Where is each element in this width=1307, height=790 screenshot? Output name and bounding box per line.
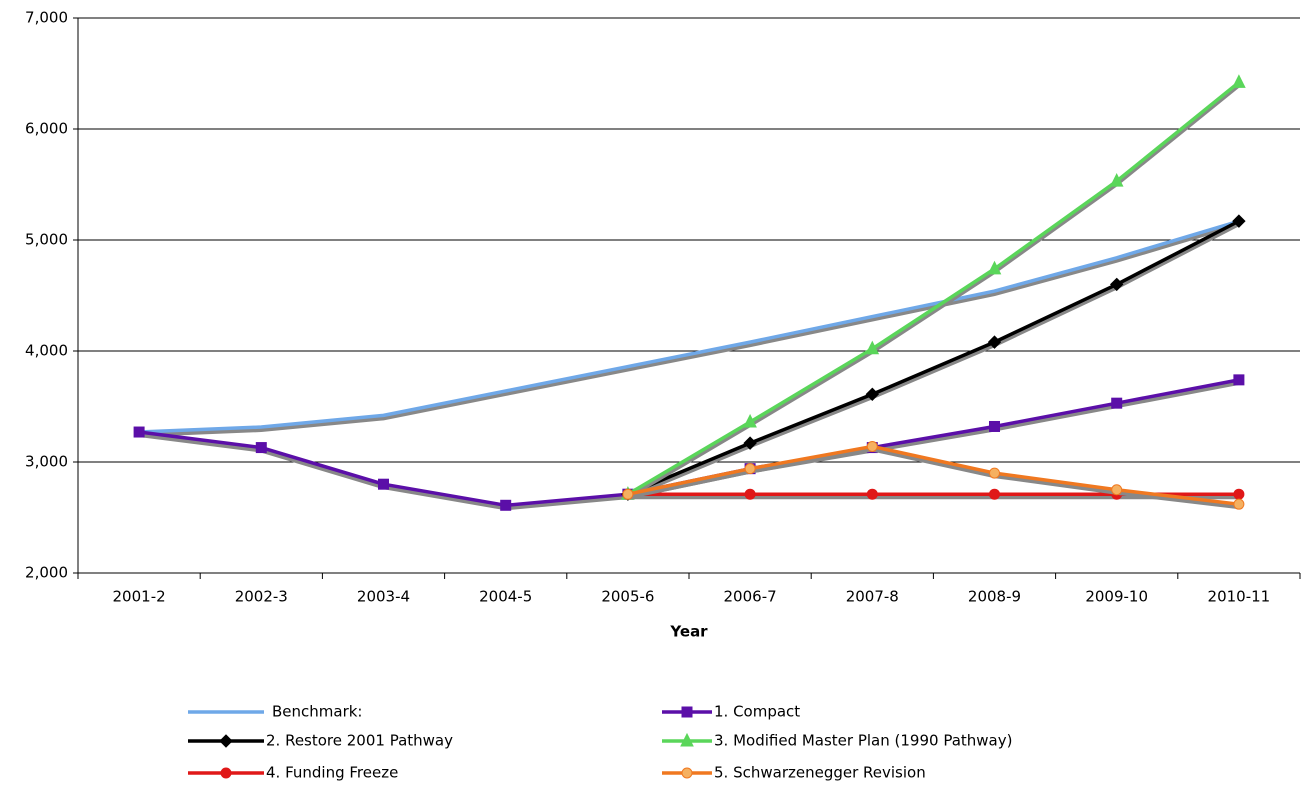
x-tick-label: 2007-8 xyxy=(846,588,899,606)
series-line xyxy=(627,219,1240,496)
line-shadow xyxy=(627,222,1240,500)
point xyxy=(743,436,757,450)
point xyxy=(866,440,878,452)
legend-marker xyxy=(220,767,232,779)
point xyxy=(1111,397,1123,409)
point xyxy=(1233,498,1245,510)
point xyxy=(1111,484,1123,496)
point xyxy=(989,488,1000,500)
point xyxy=(989,420,1000,432)
legend-marker xyxy=(219,734,233,748)
legend-label: 2. Restore 2001 Pathway xyxy=(266,732,453,750)
point xyxy=(866,488,878,500)
x-tick-label: 2004-5 xyxy=(479,588,532,606)
legend-label: 4. Funding Freeze xyxy=(266,764,398,782)
point xyxy=(987,260,1002,275)
point xyxy=(743,413,757,428)
point xyxy=(865,387,880,401)
point xyxy=(378,478,389,490)
legend-marker xyxy=(681,706,693,718)
point xyxy=(500,499,512,511)
point xyxy=(1232,214,1246,228)
point xyxy=(744,463,756,475)
y-tick-label: 5,000 xyxy=(25,231,68,249)
x-tick-label: 2006-7 xyxy=(724,588,777,606)
series-line xyxy=(627,81,1241,496)
x-tick-label: 2001-2 xyxy=(113,588,166,606)
legend-label: 3. Modified Master Plan (1990 Pathway) xyxy=(714,732,1012,750)
x-tick-label: 2010-11 xyxy=(1208,588,1271,606)
y-tick-label: 3,000 xyxy=(25,453,68,471)
point xyxy=(1233,374,1245,386)
x-axis-label: Year xyxy=(669,623,708,641)
y-tick-label: 7,000 xyxy=(25,9,68,27)
series-line xyxy=(627,444,1240,506)
y-tick-label: 6,000 xyxy=(25,120,68,138)
point xyxy=(987,335,1002,349)
point xyxy=(1109,277,1124,292)
point xyxy=(133,426,145,438)
y-tick-label: 2,000 xyxy=(25,564,68,582)
legend-label: 5. Schwarzenegger Revision xyxy=(714,764,926,782)
series-line xyxy=(139,219,1240,434)
x-tick-label: 2003-4 xyxy=(357,588,410,606)
point xyxy=(1233,488,1245,500)
legend-marker xyxy=(680,732,694,747)
x-tick-label: 2005-6 xyxy=(601,588,654,606)
legend-label: 1. Compact xyxy=(714,703,800,721)
line-shadow xyxy=(626,83,1241,499)
y-tick-label: 4,000 xyxy=(25,342,68,360)
legend-marker xyxy=(681,767,693,779)
point xyxy=(865,340,880,355)
point xyxy=(989,467,1000,479)
x-tick-label: 2002-3 xyxy=(235,588,288,606)
x-tick-label: 2008-9 xyxy=(968,588,1021,606)
legend-label: Benchmark: xyxy=(272,703,363,721)
point xyxy=(1109,173,1124,187)
point xyxy=(255,442,267,454)
point xyxy=(622,488,634,500)
line-shadow xyxy=(627,447,1240,510)
line-shadow xyxy=(139,222,1240,438)
point xyxy=(744,488,756,500)
line-shadow xyxy=(138,380,1240,511)
x-tick-label: 2009-10 xyxy=(1085,588,1148,606)
point xyxy=(1232,74,1246,88)
